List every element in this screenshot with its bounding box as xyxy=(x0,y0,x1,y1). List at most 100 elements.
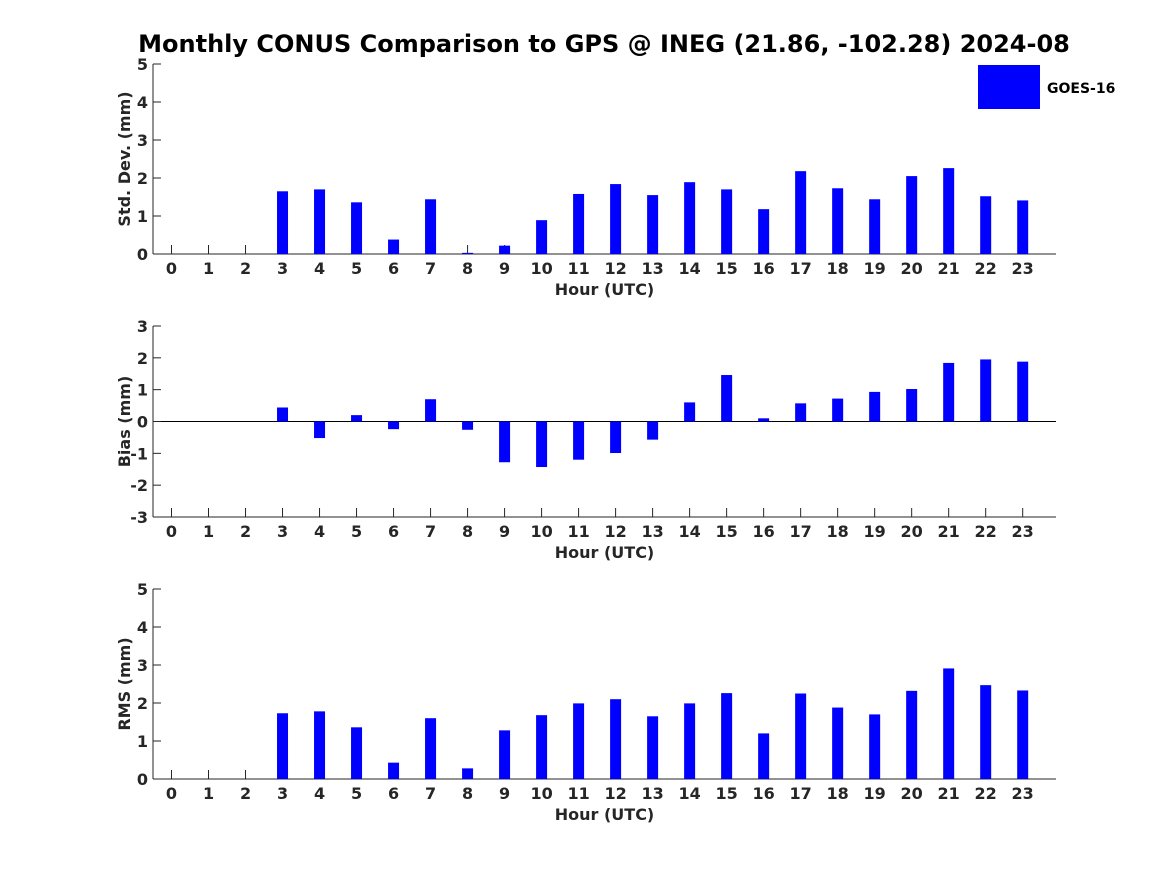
x-tick-label: 14 xyxy=(678,522,700,541)
y-tick-label: 3 xyxy=(137,131,148,150)
bar xyxy=(647,421,659,440)
x-tick-label: 15 xyxy=(715,259,737,278)
y-tick-label: 5 xyxy=(137,580,148,599)
y-axis-label: RMS (mm) xyxy=(115,637,134,730)
x-tick-label: 4 xyxy=(314,522,325,541)
bar xyxy=(721,189,733,254)
bar xyxy=(832,707,844,779)
bar xyxy=(573,193,585,254)
y-tick-label: 0 xyxy=(137,770,148,789)
bar xyxy=(906,176,918,254)
x-tick-label: 11 xyxy=(567,784,589,803)
bar xyxy=(462,421,474,430)
x-tick-label: 9 xyxy=(499,784,510,803)
bar xyxy=(795,693,807,779)
x-tick-label: 5 xyxy=(351,522,362,541)
y-tick-label: 4 xyxy=(137,618,148,637)
bar xyxy=(388,239,400,254)
x-tick-label: 6 xyxy=(388,259,399,278)
x-tick-label: 4 xyxy=(314,784,325,803)
x-tick-label: 21 xyxy=(938,259,960,278)
bar xyxy=(980,685,992,779)
x-tick-label: 7 xyxy=(425,522,436,541)
x-tick-label: 18 xyxy=(827,259,849,278)
bar xyxy=(1017,200,1029,254)
x-tick-label: 22 xyxy=(975,259,997,278)
x-tick-label: 20 xyxy=(901,784,923,803)
bar xyxy=(943,362,955,422)
x-tick-label: 13 xyxy=(641,522,663,541)
x-tick-label: 19 xyxy=(864,259,886,278)
x-tick-label: 2 xyxy=(240,259,251,278)
bar xyxy=(499,245,511,254)
y-tick-label: 0 xyxy=(137,245,148,264)
bar xyxy=(388,421,400,430)
bar xyxy=(647,716,659,779)
x-tick-label: 10 xyxy=(530,784,552,803)
bar xyxy=(684,402,696,422)
x-tick-label: 8 xyxy=(462,784,473,803)
bar xyxy=(1017,361,1029,422)
x-tick-label: 15 xyxy=(715,522,737,541)
x-tick-label: 12 xyxy=(604,784,626,803)
y-axis-label: Std. Dev. (mm) xyxy=(115,91,134,226)
y-axis-label: Bias (mm) xyxy=(115,376,134,468)
x-tick-label: 8 xyxy=(462,259,473,278)
x-tick-label: 16 xyxy=(753,259,775,278)
x-tick-label: 5 xyxy=(351,784,362,803)
bar xyxy=(351,727,363,779)
x-tick-label: 18 xyxy=(827,522,849,541)
y-tick-label: -3 xyxy=(130,508,148,527)
bar xyxy=(351,415,363,422)
y-tick-label: 5 xyxy=(137,55,148,74)
x-tick-label: 14 xyxy=(678,784,700,803)
bar xyxy=(536,220,548,254)
bar xyxy=(462,252,474,254)
x-tick-label: 13 xyxy=(641,259,663,278)
x-tick-label: 3 xyxy=(277,522,288,541)
chart-title: Monthly CONUS Comparison to GPS @ INEG (… xyxy=(138,30,1070,58)
x-tick-label: 2 xyxy=(240,784,251,803)
x-tick-label: 6 xyxy=(388,522,399,541)
bar xyxy=(610,699,622,779)
legend-swatch xyxy=(978,65,1040,109)
bar xyxy=(758,209,770,254)
x-tick-label: 16 xyxy=(753,784,775,803)
x-tick-label: 11 xyxy=(567,259,589,278)
y-tick-label: 1 xyxy=(137,207,148,226)
bar xyxy=(499,421,511,463)
bar xyxy=(980,196,992,254)
x-tick-label: 10 xyxy=(530,259,552,278)
x-tick-label: 23 xyxy=(1012,522,1034,541)
y-tick-label: 0 xyxy=(137,413,148,432)
x-tick-label: 23 xyxy=(1012,259,1034,278)
x-tick-label: 2 xyxy=(240,522,251,541)
bar xyxy=(425,199,437,254)
bar xyxy=(832,188,844,254)
x-tick-label: 19 xyxy=(864,522,886,541)
bar xyxy=(795,403,807,422)
x-tick-label: 18 xyxy=(827,784,849,803)
x-tick-label: 7 xyxy=(425,259,436,278)
y-tick-label: 2 xyxy=(137,169,148,188)
x-tick-label: 12 xyxy=(604,522,626,541)
x-tick-label: 1 xyxy=(203,784,214,803)
bar xyxy=(462,768,474,779)
bar xyxy=(351,202,363,254)
bar xyxy=(610,421,622,454)
bar xyxy=(869,391,881,422)
bar xyxy=(943,168,955,254)
x-tick-label: 4 xyxy=(314,259,325,278)
bar xyxy=(277,407,289,422)
bar xyxy=(314,711,326,779)
x-tick-label: 3 xyxy=(277,259,288,278)
x-tick-label: 9 xyxy=(499,259,510,278)
bar xyxy=(943,668,955,779)
bar xyxy=(647,195,659,254)
x-tick-label: 14 xyxy=(678,259,700,278)
x-tick-label: 15 xyxy=(715,784,737,803)
x-tick-label: 16 xyxy=(753,522,775,541)
x-tick-label: 9 xyxy=(499,522,510,541)
